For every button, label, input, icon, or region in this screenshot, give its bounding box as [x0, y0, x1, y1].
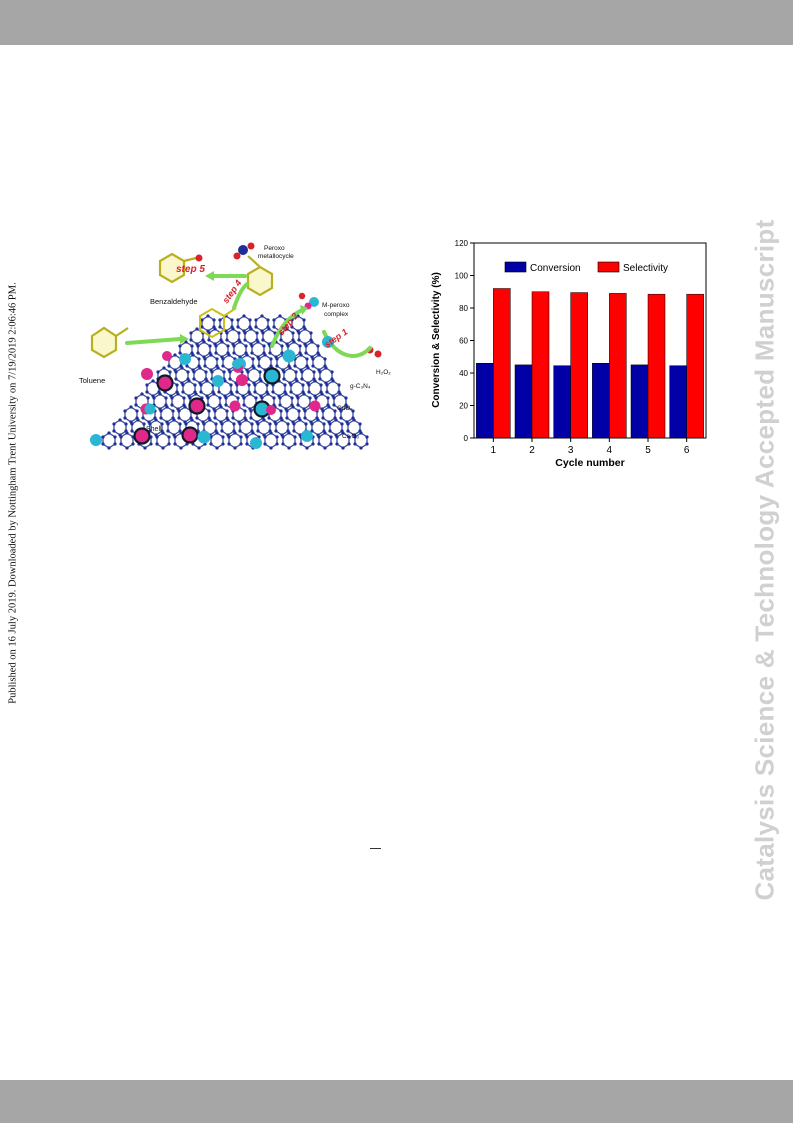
y-tick-label: 20	[459, 402, 468, 411]
journal-watermark: Catalysis Science & Technology Accepted …	[749, 219, 780, 901]
bar-selectivity-3	[570, 292, 588, 439]
y-tick-label: 120	[455, 239, 469, 248]
toluene-label: Toluene	[79, 376, 105, 385]
bar-conversion-4	[592, 363, 610, 439]
bar-conversion-6	[669, 365, 687, 439]
bar-conversion-3	[553, 365, 571, 439]
x-tick-label: 2	[529, 445, 535, 456]
peroxo-molecule	[246, 255, 274, 297]
bar-selectivity-6	[686, 293, 704, 439]
cr2o3-label: Cr₂O₃	[342, 433, 359, 440]
legend-swatch-selectivity	[597, 261, 620, 273]
legend-conversion: Conversion	[530, 263, 581, 274]
footer-band	[0, 1080, 793, 1123]
bar-conversion-5	[630, 364, 649, 439]
header-band	[0, 0, 793, 45]
metal-particles	[90, 336, 334, 449]
y-tick-label: 0	[464, 434, 469, 443]
bar-conversion-1	[476, 363, 494, 439]
x-tick-label: 6	[684, 445, 690, 456]
footer-mark	[370, 848, 381, 849]
x-tick-label: 3	[568, 445, 574, 456]
step1-label: step 1	[322, 327, 349, 350]
publication-note: Published on 16 July 2019. Downloaded by…	[7, 282, 19, 704]
x-tick-label: 4	[607, 445, 613, 456]
legend-selectivity: Selectivity	[623, 263, 668, 274]
bar-selectivity-4	[609, 293, 627, 439]
m-peroxo-label-1: M-peroxo	[322, 302, 350, 309]
benzaldehyde-molecule	[158, 252, 197, 284]
chart-legend: Conversion Selectivity	[504, 261, 668, 274]
adsorbed-molecule	[199, 307, 237, 339]
peroxo-label-2: metallocycle	[258, 253, 294, 260]
bar-conversion-2	[514, 364, 533, 439]
h2o2-label: H₂O₂	[376, 369, 391, 376]
legend-swatch-conversion	[504, 261, 527, 273]
mechanism-scheme: step 5 step 4 step 2 step 1 Benzaldehyde…	[79, 242, 391, 450]
gc3n4-label: g-C₃N₄	[350, 383, 371, 390]
shell-label: Shell	[146, 426, 162, 433]
bar-selectivity-1	[493, 288, 511, 439]
reaction-arrows	[125, 274, 372, 358]
benzaldehyde-label: Benzaldehyde	[150, 297, 198, 306]
y-tick-label: 100	[455, 272, 469, 281]
y-tick-label: 40	[459, 369, 468, 378]
toluene-molecule	[90, 326, 129, 359]
bar-selectivity-2	[531, 291, 550, 439]
bar-selectivity-5	[647, 293, 666, 439]
x-axis-label: Cycle number	[555, 457, 624, 468]
cuox-label: CuOₓ	[337, 405, 353, 412]
m-peroxo-label-2: complex	[324, 311, 349, 318]
y-axis-label: Conversion & Selectivity (%)	[431, 272, 442, 408]
step5-label: step 5	[176, 264, 205, 275]
peroxo-label-1: Peroxo	[264, 245, 285, 252]
x-tick-label: 1	[491, 445, 497, 456]
y-tick-label: 60	[459, 337, 468, 346]
y-tick-label: 80	[459, 304, 468, 313]
x-tick-label: 5	[645, 445, 651, 456]
